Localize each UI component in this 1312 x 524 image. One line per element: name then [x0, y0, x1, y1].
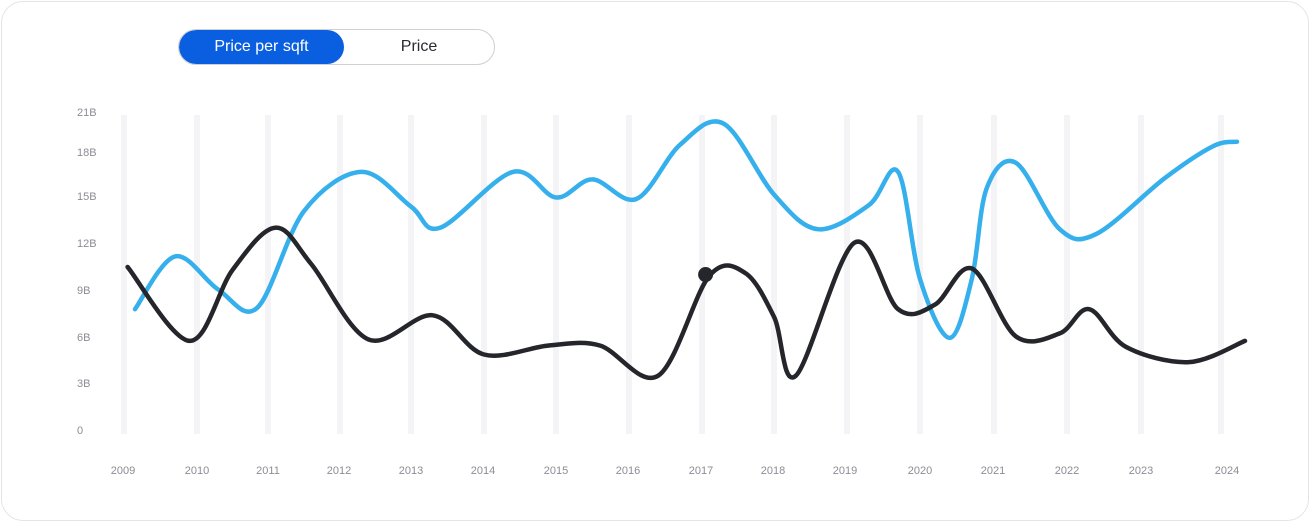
x-tick-label: 2014: [471, 465, 495, 477]
y-tick-label: 18B: [77, 147, 97, 159]
price-per-sqft-tab[interactable]: Price per sqft: [179, 30, 344, 64]
y-tick-label: 15B: [77, 191, 97, 203]
x-tick-label: 2019: [833, 465, 857, 477]
grid-band-2021: [991, 115, 997, 434]
x-tick-label: 2021: [981, 465, 1005, 477]
grid-band-2023: [1138, 115, 1144, 434]
x-tick-label: 2010: [185, 465, 209, 477]
x-tick-label: 2020: [908, 465, 932, 477]
x-tick-label: 2013: [399, 465, 423, 477]
metric-toggle: Price per sqft Price: [178, 29, 495, 65]
y-tick-label: 9B: [77, 285, 90, 297]
x-tick-label: 2015: [544, 465, 568, 477]
series-line-2[interactable]: [125, 225, 1248, 381]
grid-band-2015: [553, 115, 559, 434]
grid-bands: [121, 115, 1224, 434]
price-tab[interactable]: Price: [344, 30, 494, 64]
grid-band-2022: [1064, 115, 1070, 434]
y-tick-label: 12B: [77, 238, 97, 250]
x-tick-label: 2011: [256, 465, 280, 477]
grid-band-2011: [265, 115, 271, 434]
y-tick-label: 3B: [77, 378, 90, 390]
hover-point-marker[interactable]: [698, 267, 714, 283]
x-tick-label: 2022: [1055, 465, 1079, 477]
x-tick-label: 2024: [1215, 465, 1239, 477]
grid-band-2014: [481, 115, 487, 434]
grid-band-2013: [408, 115, 414, 434]
x-tick-label: 2012: [327, 465, 351, 477]
y-axis-ticks: 0 3B 6B 9B 12B 15B 18B 21B: [77, 107, 97, 437]
grid-band-2018: [771, 115, 777, 434]
grid-band-2012: [337, 115, 343, 434]
x-tick-label: 2018: [761, 465, 785, 477]
series-lines: [125, 119, 1248, 381]
grid-band-2019: [844, 115, 850, 434]
x-tick-label: 2009: [111, 465, 135, 477]
y-tick-label: 21B: [77, 107, 97, 119]
grid-band-2016: [626, 115, 632, 434]
x-tick-label: 2016: [616, 465, 640, 477]
grid-band-2010: [194, 115, 200, 434]
x-tick-label: 2023: [1129, 465, 1153, 477]
series-line-1[interactable]: [132, 119, 1240, 341]
y-tick-label: 0: [77, 425, 83, 437]
x-tick-label: 2017: [689, 465, 713, 477]
grid-band-2009: [121, 115, 127, 434]
grid-band-2024: [1218, 115, 1224, 434]
y-tick-label: 6B: [77, 332, 90, 344]
x-axis-ticks: 2009 2010 2011 2012 2013 2014 2015 2016 2017 2018…: [111, 465, 1239, 477]
